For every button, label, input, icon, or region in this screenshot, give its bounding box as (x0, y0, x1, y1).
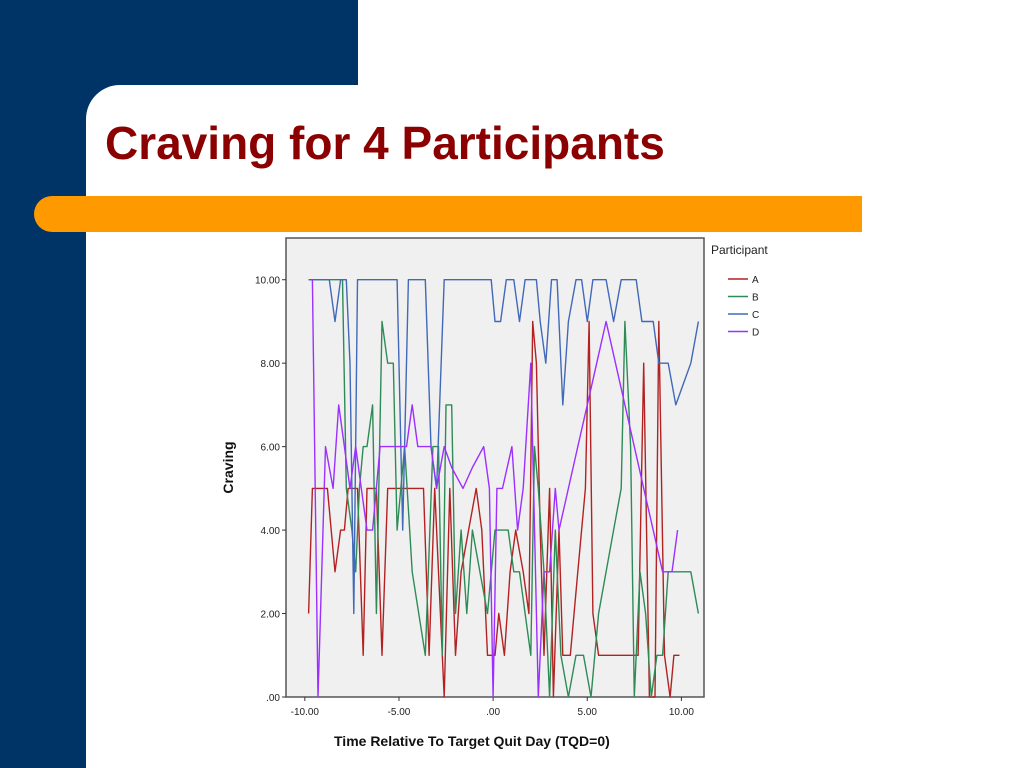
x-tick-label: .00 (486, 707, 500, 718)
slide-title: Craving for 4 Participants (105, 117, 665, 169)
y-axis-label: Craving (220, 441, 236, 493)
legend-label-b: B (752, 293, 759, 304)
y-tick-label: 2.00 (261, 610, 281, 621)
orange-title-bar (34, 196, 862, 232)
chart: .00 2.00 4.00 6.00 8.00 10.00 -10.00 -5.00 .00 5.… (220, 237, 768, 749)
y-tick-label: .00 (266, 693, 280, 704)
series-line-a (307, 320, 680, 698)
series-line-b (308, 279, 700, 698)
series-line-d (311, 279, 679, 698)
x-axis-label: Time Relative To Target Quit Day (TQD=0) (334, 733, 610, 749)
series-line-c (308, 279, 700, 615)
x-tick-label: -5.00 (388, 707, 411, 718)
legend-title: Participant (711, 243, 768, 257)
legend-label-c: C (752, 310, 759, 321)
x-tick-label: 10.00 (669, 707, 694, 718)
y-tick-label: 4.00 (261, 526, 281, 537)
y-tick-label: 10.00 (255, 276, 280, 287)
legend-label-d: D (752, 328, 759, 339)
x-tick-label: 5.00 (578, 707, 598, 718)
y-tick-label: 6.00 (261, 443, 281, 454)
x-tick-label: -10.00 (291, 707, 320, 718)
y-tick-label: 8.00 (261, 359, 281, 370)
legend-label-a: A (752, 275, 759, 286)
